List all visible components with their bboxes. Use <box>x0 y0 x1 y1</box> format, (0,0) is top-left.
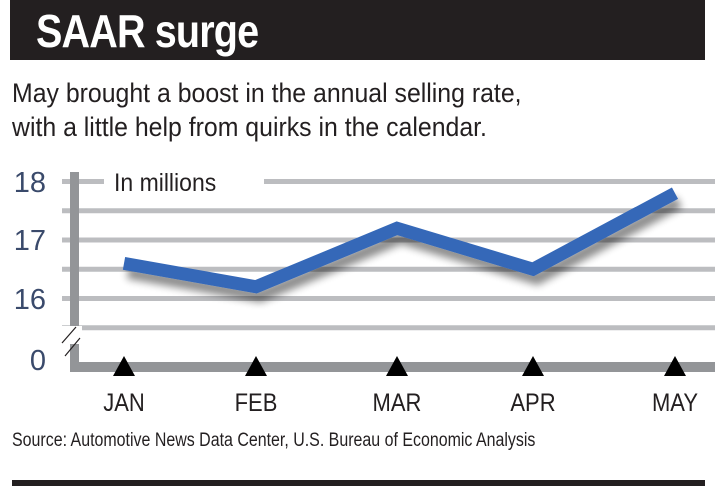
x-tick-marker <box>522 356 544 376</box>
x-tick-marker <box>245 356 267 376</box>
x-tick-label: MAR <box>373 389 422 417</box>
chart-title: SAAR surge <box>36 5 259 57</box>
x-tick-marker <box>386 356 408 376</box>
gridline <box>62 179 715 184</box>
gridline <box>62 237 715 243</box>
y-tick-label: 17 <box>14 225 46 257</box>
x-tick-label: MAY <box>652 389 698 417</box>
title-bar: SAAR surge <box>10 0 705 60</box>
chart-subtitle: May brought a boost in the annual sellin… <box>12 76 522 144</box>
x-tick-marker <box>664 356 686 376</box>
unit-label: In millions <box>114 169 216 197</box>
y-tick-label: 0 <box>30 345 46 377</box>
y-axis-line <box>70 172 79 372</box>
x-tick-label: FEB <box>235 389 278 417</box>
x-tick-marker <box>113 356 135 376</box>
gridline <box>62 266 715 272</box>
axis-break-icon <box>61 326 82 357</box>
x-tick-label: JAN <box>103 389 145 417</box>
gridline <box>62 325 715 331</box>
gridline <box>62 296 715 301</box>
y-tick-label: 16 <box>14 284 46 316</box>
source-note: Source: Automotive News Data Center, U.S… <box>12 430 536 451</box>
gridline <box>62 208 715 214</box>
unit-label-bg <box>104 166 264 196</box>
subtitle-line-2: with a little help from quirks in the ca… <box>12 112 487 142</box>
series-line <box>122 187 679 294</box>
y-tick-label: 18 <box>14 167 46 199</box>
subtitle-line-1: May brought a boost in the annual sellin… <box>12 78 522 108</box>
x-tick-label: APR <box>510 389 555 417</box>
bottom-rule <box>12 480 705 486</box>
